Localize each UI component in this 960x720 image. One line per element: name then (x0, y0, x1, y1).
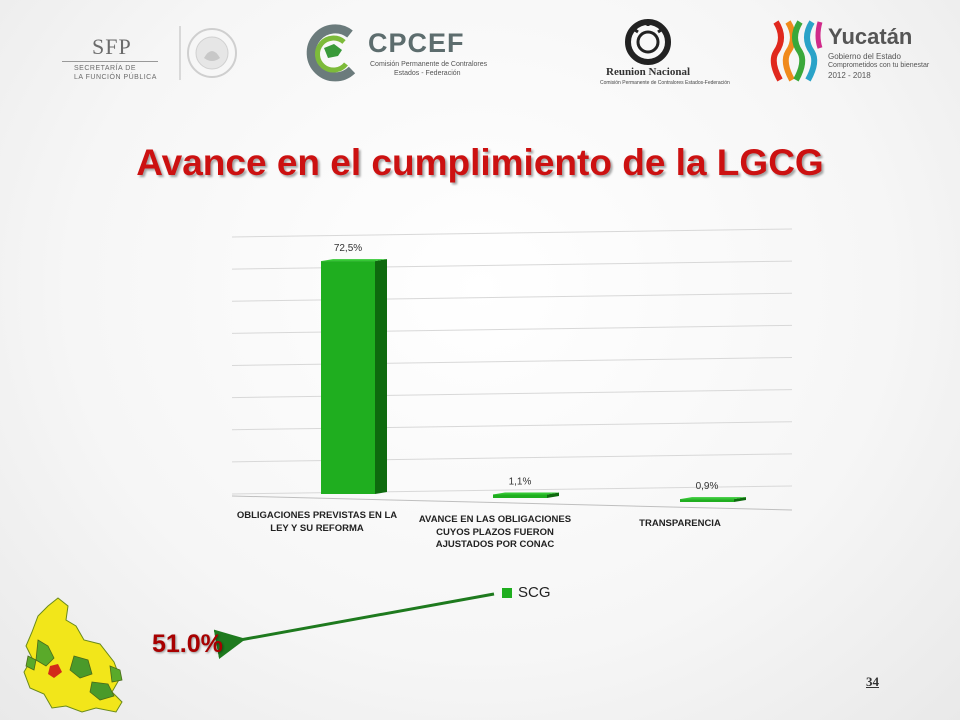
gridline (231, 357, 793, 366)
yucatan-logo-line1: Gobierno del Estado (828, 52, 901, 61)
yucatan-logo-text: Yucatán (828, 24, 913, 49)
bar (493, 494, 547, 498)
bar-top (493, 492, 559, 495)
bar (321, 261, 375, 494)
chart-legend: SCG (502, 584, 551, 601)
gridline (231, 228, 793, 238)
reunion-nacional-logo: Reunion Nacional Comisión Permanente de … (592, 18, 730, 90)
gridline (231, 260, 793, 270)
reunion-logo-line1: Comisión Permanente de Contralores Estad… (600, 80, 730, 86)
bar-side (734, 497, 746, 502)
data-label: 0,9% (696, 481, 719, 492)
header-logos: SFP SECRETARÍA DE LA FUNCIÓN PÚBLICA CPC… (0, 0, 960, 100)
gridline (231, 453, 793, 463)
sfp-logo-text: SFP (92, 34, 132, 59)
page-number: 34 (866, 674, 879, 689)
gridline (231, 421, 793, 431)
bar (680, 499, 734, 502)
sfp-logo: SFP SECRETARÍA DE LA FUNCIÓN PÚBLICA (62, 30, 172, 81)
yucatan-logo-line2: Comprometidos con tu bienestar (828, 62, 930, 69)
x-tick-label: OBLIGACIONES PREVISTAS EN LA LEY Y SU RE… (236, 510, 398, 534)
legend-label-scg: SCG (518, 584, 551, 601)
gridline (231, 292, 793, 302)
cpcef-logo: CPCEF Comisión Permanente de Contralores… (302, 22, 492, 84)
mexico-seal-icon (178, 22, 240, 84)
bar-top (321, 259, 387, 262)
sfp-logo-line2: LA FUNCIÓN PÚBLICA (74, 74, 157, 81)
summary-value: 51.0% (152, 630, 223, 658)
bar-top (680, 497, 746, 500)
bar-side (375, 259, 387, 494)
bar-side (547, 492, 559, 498)
chart-floor (231, 495, 793, 511)
sfp-logo-line1: SECRETARÍA DE (74, 65, 136, 72)
data-label: 72,5% (334, 243, 362, 254)
gridline (231, 324, 793, 334)
data-label: 1,1% (509, 476, 532, 487)
yucatan-logo-line3: 2012 - 2018 (828, 71, 871, 80)
page-title: Avance en el cumplimiento de la LGCG (136, 142, 824, 183)
x-tick-label: TRANSPARENCIA (639, 518, 721, 529)
legend-swatch-scg (502, 587, 512, 598)
gridline (231, 389, 793, 399)
reunion-logo-text: Reunion Nacional (606, 66, 691, 78)
cpcef-logo-text: CPCEF (368, 28, 465, 58)
cpcef-logo-line2: Estados - Federación (394, 70, 461, 77)
state-map-icon (23, 597, 123, 713)
x-tick-label: AVANCE EN LAS OBLIGACIONES CUYOS PLAZOS … (418, 514, 572, 550)
cpcef-logo-line1: Comisión Permanente de Contralores (370, 61, 488, 68)
yucatan-logo: Yucatán Gobierno del Estado Comprometido… (770, 16, 929, 86)
